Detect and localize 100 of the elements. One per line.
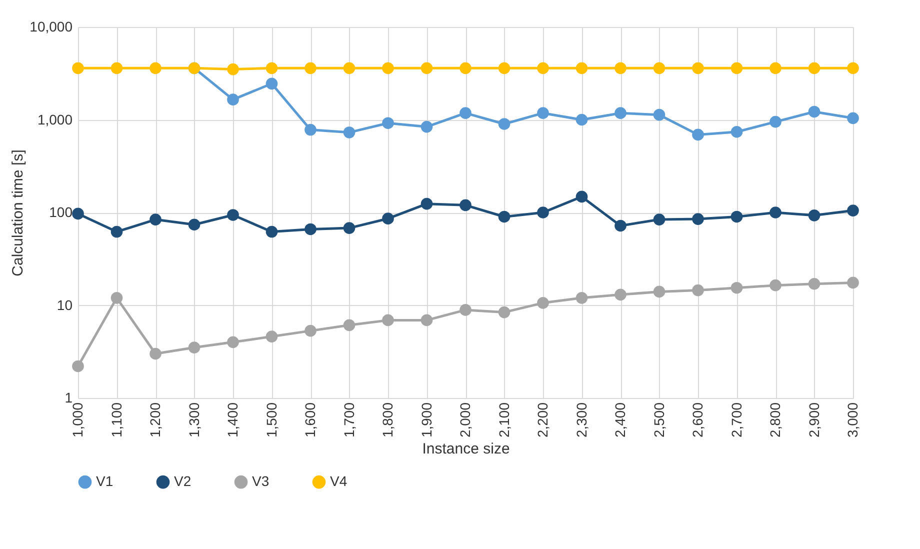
point	[770, 62, 782, 74]
legend-label: V2	[174, 473, 192, 490]
x-tick-label: 2,700	[728, 402, 744, 438]
y-tick-label: 10,000	[30, 18, 73, 34]
x-tick-label: 2,200	[534, 402, 550, 438]
x-tick-label: 1,800	[380, 402, 396, 438]
x-tick-label: 1,200	[147, 402, 163, 438]
point	[266, 62, 278, 74]
point	[150, 348, 162, 360]
x-tick-label: 1,100	[108, 402, 124, 438]
point	[266, 226, 278, 238]
point	[576, 292, 588, 304]
point	[770, 279, 782, 292]
x-tick-label: 2,000	[457, 402, 473, 438]
point	[498, 118, 510, 130]
point	[460, 62, 472, 74]
point	[110, 292, 123, 304]
point	[227, 209, 239, 221]
point	[847, 62, 859, 74]
point	[614, 62, 626, 74]
point	[343, 126, 356, 138]
point	[614, 107, 626, 119]
y-axis-title: Calculation time [s]	[10, 150, 27, 276]
point	[420, 314, 433, 326]
legend-label: V4	[330, 473, 348, 490]
point	[382, 117, 394, 130]
point	[692, 213, 704, 225]
point	[537, 206, 549, 218]
x-tick-label: 2,300	[573, 402, 590, 438]
point	[188, 218, 200, 231]
point	[266, 78, 278, 90]
y-tick-label: 10	[56, 296, 73, 313]
point	[343, 319, 356, 332]
point	[460, 199, 472, 212]
point	[150, 62, 162, 74]
x-tick-label: 1,300	[186, 402, 202, 438]
point	[227, 336, 239, 348]
point	[730, 210, 743, 223]
y-tick-label: 1,000	[37, 111, 73, 128]
x-tick-label: 2,600	[690, 402, 706, 438]
point	[537, 107, 549, 119]
x-axis-title: Instance size	[422, 440, 510, 458]
point	[227, 63, 239, 76]
point	[692, 284, 704, 296]
point	[266, 330, 278, 342]
point	[304, 223, 316, 236]
point	[188, 342, 200, 354]
point	[770, 116, 782, 128]
x-tick-label: 2,800	[767, 402, 783, 438]
point	[653, 286, 666, 298]
point	[808, 106, 820, 118]
point	[382, 314, 394, 326]
x-tick-label: 1,500	[263, 402, 280, 438]
point	[72, 62, 84, 74]
point	[227, 94, 239, 106]
x-tick-label: 2,500	[650, 402, 667, 438]
point	[808, 210, 820, 222]
point	[382, 62, 394, 74]
y-tick-label: 1	[64, 390, 73, 406]
x-tick-label: 2,900	[806, 402, 822, 438]
point	[692, 128, 704, 141]
point	[460, 107, 472, 119]
point	[770, 206, 782, 218]
x-tick-label: 1,600	[302, 402, 318, 438]
legend-label: V1	[96, 473, 114, 490]
point	[498, 210, 510, 223]
point	[653, 62, 666, 74]
point	[498, 306, 510, 318]
point	[730, 62, 743, 74]
point	[382, 212, 394, 224]
point	[847, 112, 859, 124]
point	[653, 108, 666, 121]
point	[498, 62, 510, 74]
point	[420, 120, 433, 133]
x-tick-label: 1,400	[224, 402, 240, 438]
point	[692, 62, 704, 74]
x-tick-label: 1,700	[340, 402, 357, 438]
point	[304, 62, 316, 74]
y-tick-label: 100	[49, 204, 73, 220]
point	[420, 62, 433, 74]
point	[730, 282, 743, 294]
point	[72, 208, 84, 220]
point	[537, 297, 549, 309]
point	[614, 288, 626, 301]
point	[304, 124, 316, 136]
point	[110, 226, 123, 238]
point	[537, 62, 549, 74]
point	[420, 198, 433, 210]
point	[72, 360, 84, 372]
point	[576, 114, 588, 126]
point	[730, 126, 743, 138]
point	[847, 276, 859, 289]
point	[808, 62, 820, 74]
point	[110, 62, 123, 74]
point	[614, 220, 626, 232]
point	[304, 324, 316, 337]
point	[576, 62, 588, 74]
point	[653, 214, 666, 226]
point	[150, 214, 162, 226]
point	[343, 62, 356, 74]
